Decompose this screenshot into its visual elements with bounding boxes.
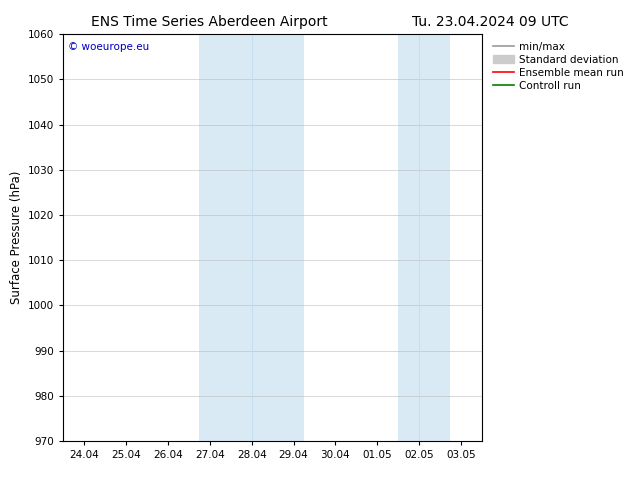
Text: © woeurope.eu: © woeurope.eu: [68, 43, 149, 52]
Y-axis label: Surface Pressure (hPa): Surface Pressure (hPa): [10, 171, 23, 304]
Bar: [200, 34, 304, 441]
Text: ENS Time Series Aberdeen Airport: ENS Time Series Aberdeen Airport: [91, 15, 328, 29]
Text: Tu. 23.04.2024 09 UTC: Tu. 23.04.2024 09 UTC: [412, 15, 569, 29]
Bar: [398, 34, 450, 441]
Legend: min/max, Standard deviation, Ensemble mean run, Controll run: min/max, Standard deviation, Ensemble me…: [491, 40, 626, 93]
